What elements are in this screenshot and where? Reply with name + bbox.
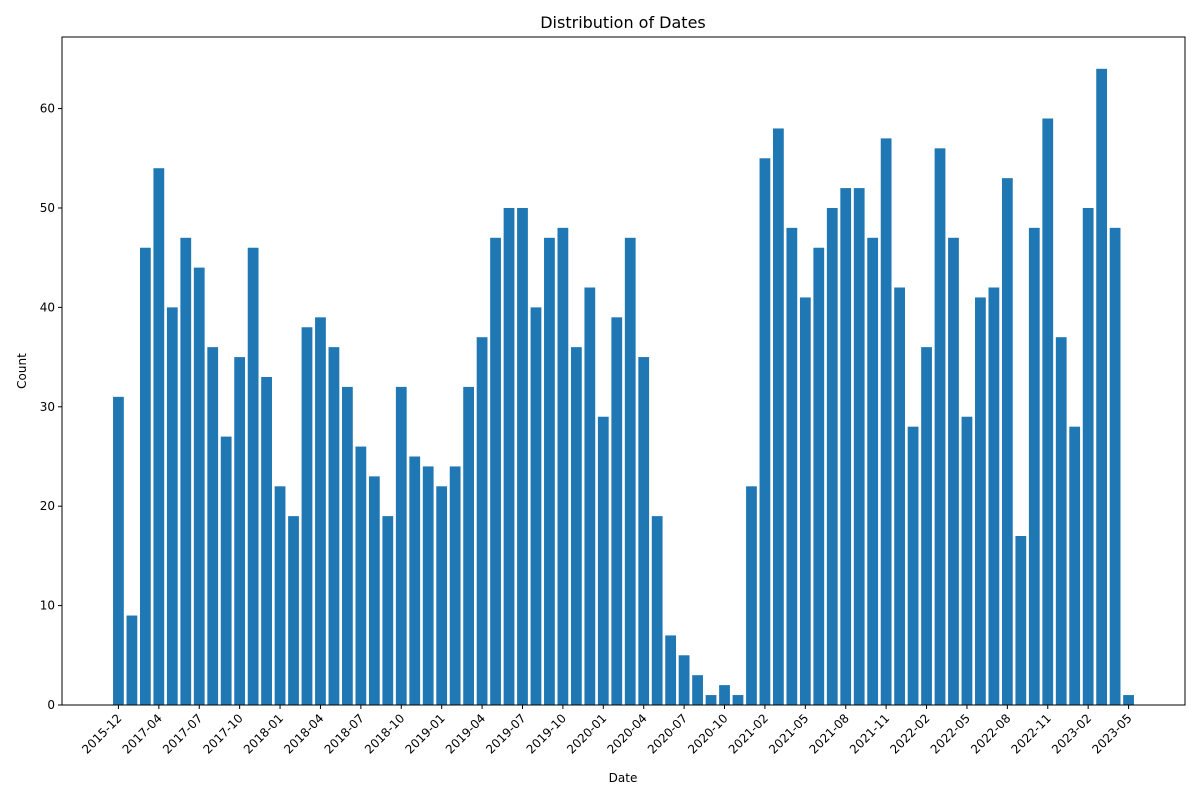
bar: [180, 237, 192, 706]
bar: [597, 416, 609, 705]
bar: [193, 267, 205, 705]
bar: [1028, 227, 1040, 705]
bar: [557, 227, 569, 705]
bar: [1055, 337, 1067, 705]
bar: [786, 227, 798, 705]
y-tick-label: 40: [40, 300, 55, 314]
bar: [544, 237, 555, 706]
bar: [988, 287, 1000, 705]
bar: [368, 476, 380, 705]
bar: [139, 247, 151, 705]
bar: [207, 347, 219, 705]
bar: [746, 486, 757, 705]
bar: [261, 376, 272, 705]
bar: [113, 396, 124, 705]
bar: [880, 138, 892, 706]
y-tick-label: 20: [40, 499, 55, 513]
bar: [934, 148, 946, 706]
bar: [355, 446, 367, 705]
bar: [1096, 68, 1108, 706]
bar: [153, 168, 165, 705]
y-tick-label: 10: [40, 599, 55, 613]
bar: [328, 347, 340, 705]
y-tick-label: 50: [40, 201, 55, 215]
bar: [1082, 207, 1094, 705]
bar: [490, 237, 501, 706]
bar: [301, 327, 313, 705]
bar: [288, 516, 299, 705]
bar: [503, 207, 515, 705]
plot-frame: [61, 36, 1186, 706]
bar: [247, 247, 259, 705]
bar: [315, 317, 326, 705]
bar: [126, 615, 138, 705]
bar: [166, 307, 178, 705]
bar: [826, 207, 838, 705]
chart-title: Distribution of Dates: [540, 13, 706, 32]
bar: [422, 466, 434, 705]
bar: [678, 655, 690, 705]
bar: [1109, 227, 1121, 705]
x-axis-label: Date: [609, 771, 638, 785]
bar: [584, 287, 596, 705]
y-axis-label: Count: [15, 353, 29, 389]
bar: [611, 317, 623, 705]
bar: [853, 188, 865, 706]
bar: [463, 386, 475, 705]
bar: [665, 635, 677, 705]
y-tick-label: 0: [47, 698, 55, 712]
bar: [517, 207, 528, 705]
bar: [1123, 695, 1134, 705]
bar: [948, 237, 959, 706]
bar: [961, 416, 973, 705]
bar: [719, 685, 730, 705]
bar: [799, 297, 811, 705]
bar: [907, 426, 919, 705]
bar: [840, 188, 852, 706]
bar: [867, 237, 879, 706]
bar: [705, 695, 717, 705]
bar: [395, 386, 407, 705]
bar: [651, 516, 663, 705]
bar: [638, 357, 650, 705]
bar: [449, 466, 461, 705]
bar: [570, 347, 582, 705]
bar: [692, 675, 703, 705]
bar: [476, 337, 488, 705]
bar: [975, 297, 986, 705]
bar: [234, 357, 246, 705]
bar: [772, 128, 784, 705]
bar: [759, 158, 771, 705]
bar: [1015, 536, 1027, 705]
bar: [732, 695, 744, 705]
bar: [530, 307, 542, 705]
bar: [342, 386, 353, 705]
y-tick-label: 60: [40, 102, 55, 116]
bar: [409, 456, 421, 705]
bar: [1069, 426, 1081, 705]
bar: [894, 287, 905, 705]
bar: [813, 247, 825, 705]
bar: [921, 347, 932, 705]
bar: [1001, 178, 1013, 705]
bar: [382, 516, 394, 705]
bar: [436, 486, 448, 705]
y-tick-label: 30: [40, 400, 55, 414]
bar: [1042, 118, 1054, 705]
bar: [220, 436, 232, 705]
bar: [274, 486, 286, 705]
bar: [624, 237, 636, 706]
